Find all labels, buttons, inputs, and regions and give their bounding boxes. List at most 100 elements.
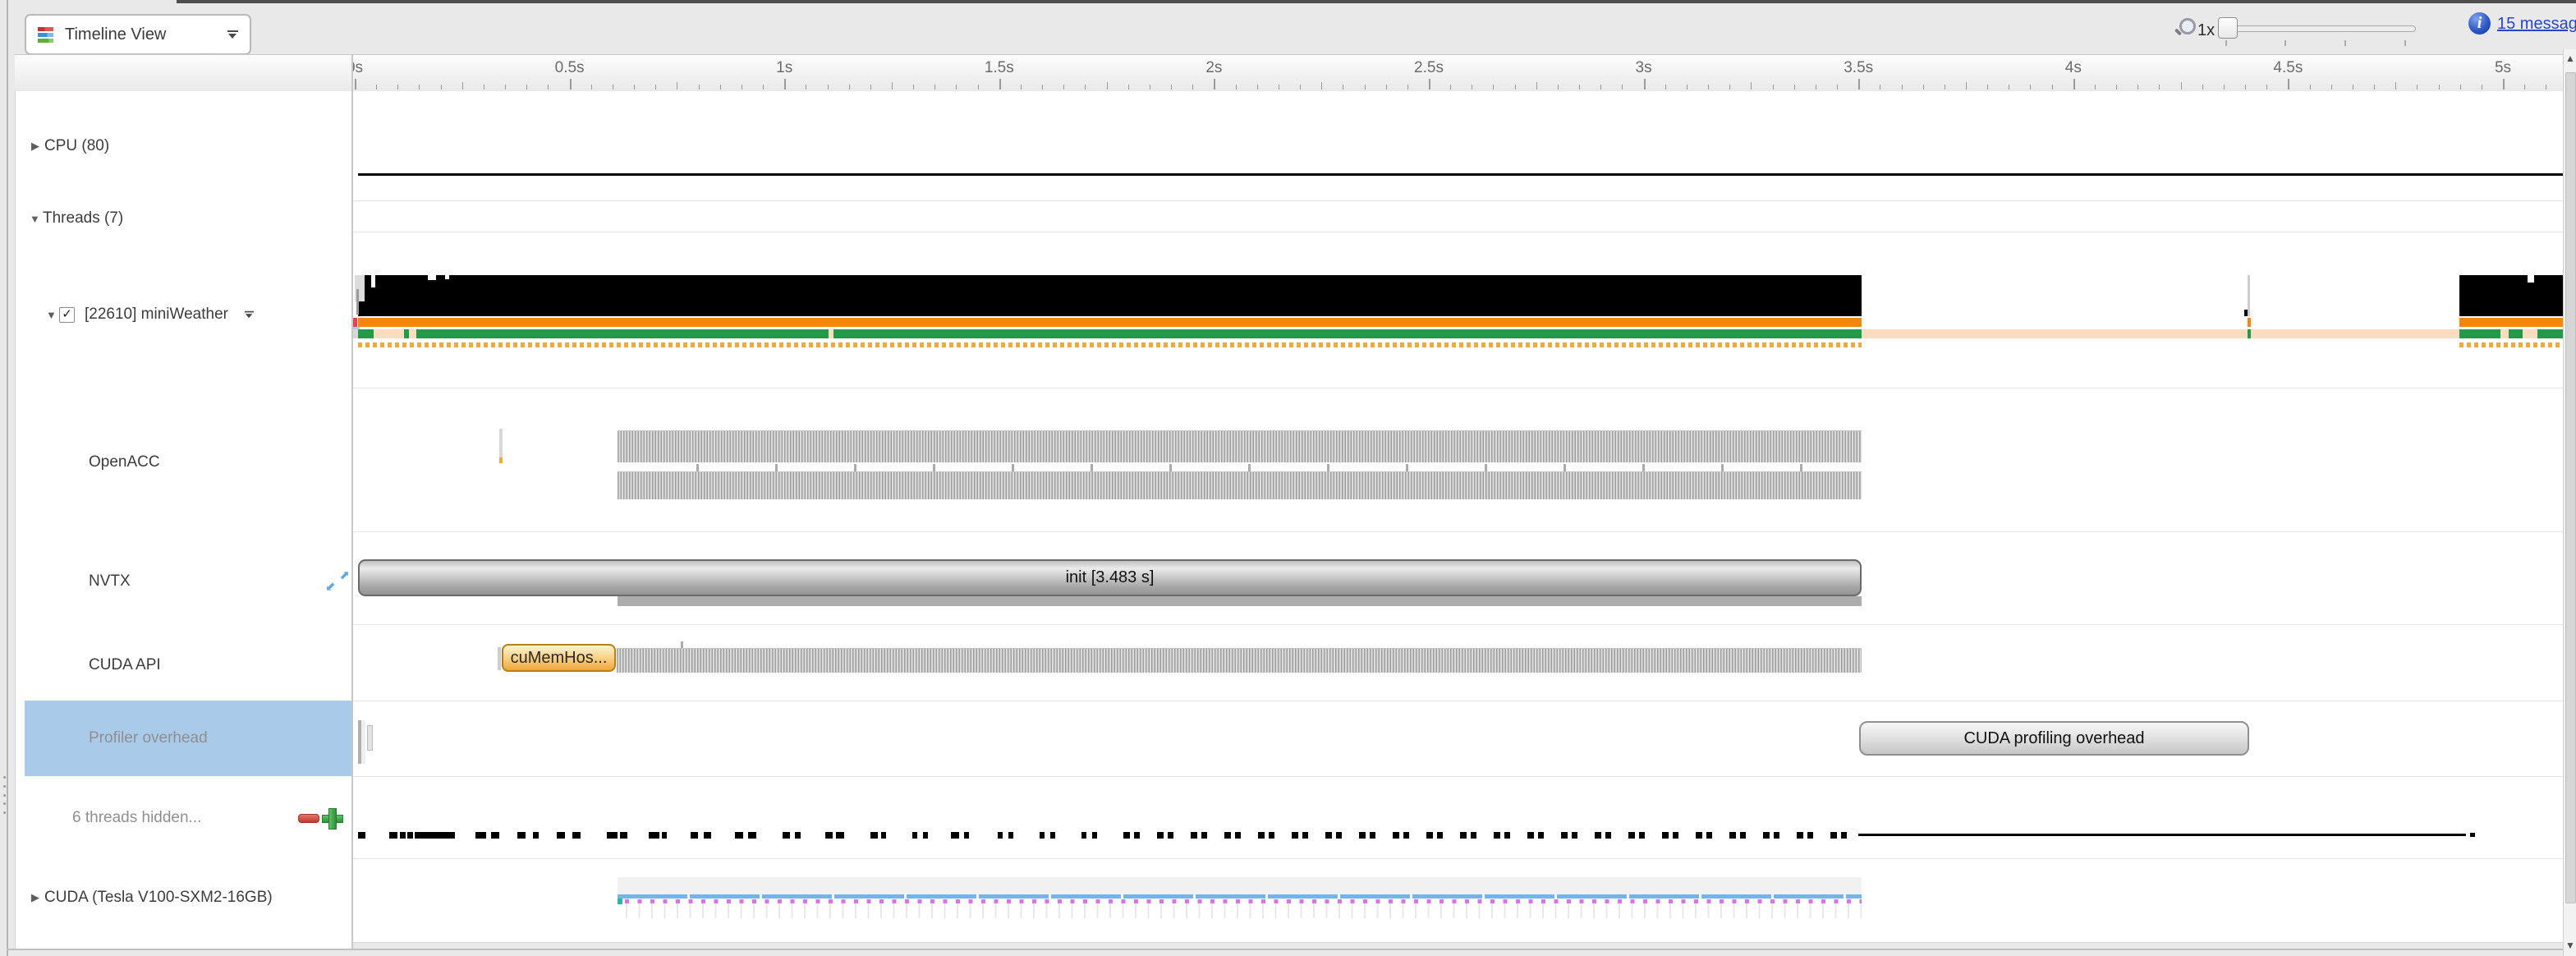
show-thread-icon[interactable] <box>322 808 343 830</box>
sidebar-item-nvtx[interactable]: NVTX <box>0 570 337 593</box>
openacc-spike <box>1327 464 1329 471</box>
ruler-time-label: 3s <box>1635 59 1652 76</box>
sidebar-item-label: NVTX <box>89 572 131 590</box>
openacc-spike <box>1012 464 1014 471</box>
ruler-tick <box>1063 85 1065 90</box>
os-runtime-bar-orange[interactable] <box>358 318 1862 327</box>
hidden-thread-dash <box>1673 832 1678 839</box>
sidebar-item-threads-hidden[interactable]: 6 threads hidden... <box>0 807 337 830</box>
cuda-gpu-kernel-dots[interactable] <box>625 899 1862 903</box>
thread-state-bar[interactable] <box>2459 275 2563 316</box>
openacc-spike <box>1721 464 1724 471</box>
sampling-gap-peach <box>409 329 416 338</box>
sidebar-item-openacc[interactable]: OpenACC <box>0 451 337 474</box>
chevron-down-icon[interactable] <box>244 310 255 319</box>
hidden-thread-dash <box>1269 832 1274 839</box>
sampling-bar-green[interactable] <box>2459 329 2563 338</box>
ruler-tick <box>440 85 442 90</box>
hidden-thread-dash <box>783 832 790 839</box>
cuda-api-cumem-bar[interactable]: cuMemHos... <box>502 644 616 672</box>
sampling-bar-green[interactable] <box>358 329 1862 338</box>
sampling-peach-band <box>1862 329 2459 338</box>
hidden-thread-dash <box>1403 832 1409 839</box>
zoom-slider-tick <box>2284 40 2286 46</box>
cuda-gpu-memory-line[interactable] <box>618 894 1862 899</box>
sidebar-item-cpu[interactable]: ▶ CPU (80) <box>0 135 337 158</box>
hidden-thread-dash <box>691 832 698 839</box>
sampling-tick-gray <box>353 329 358 338</box>
ruler-tick <box>2116 85 2118 90</box>
openacc-spike <box>1800 464 1802 471</box>
openacc-activity-band-top[interactable] <box>618 430 1862 462</box>
thread-state-bar[interactable] <box>358 275 1862 316</box>
ruler-tick <box>1557 85 1559 90</box>
ruler-tick <box>1171 85 1173 90</box>
thread-state-tick-black <box>2244 310 2248 316</box>
sampling-tick-green <box>2248 329 2251 338</box>
sidebar-item-profiler-overhead[interactable]: Profiler overhead <box>0 727 337 750</box>
zoom-slider-tick <box>2225 40 2227 46</box>
nvtx-sub-range-bar[interactable] <box>618 596 1862 606</box>
profiler-mini-bar <box>367 725 373 751</box>
hidden-thread-dash <box>1050 832 1055 839</box>
info-icon: i <box>2468 12 2491 34</box>
scrollbar-thumb[interactable] <box>2565 72 2576 903</box>
thread-state-notch <box>371 275 375 287</box>
timeline-sidebar <box>15 91 352 949</box>
timeline-ruler[interactable]: 0s 0.5s 1s 1.5s 2s 2.5s 3s 3.5s 4s 4.5s 5s <box>353 54 2563 90</box>
tree-expanded-icon[interactable]: ▼ <box>30 212 40 225</box>
thread-visibility-checkbox[interactable]: ✓ <box>59 306 75 323</box>
nvtx-range-bar[interactable]: init [3.483 s] <box>358 559 1862 596</box>
hidden-threads-dot <box>2470 833 2475 837</box>
os-runtime-bar-orange[interactable] <box>2459 318 2563 327</box>
hidden-thread-dash <box>1460 832 1467 839</box>
ruler-tick <box>1751 82 1752 90</box>
scroll-down-icon[interactable]: ▼ <box>2565 940 2575 951</box>
splitter-handle[interactable] <box>2 776 7 814</box>
sidebar-item-miniweather-thread[interactable]: ▼ ✓ [22610] miniWeather <box>0 303 337 326</box>
timeline-canvas[interactable]: init [3.483 s] cuMemHos... CUDA profiling … <box>353 91 2563 942</box>
sidebar-item-cuda-gpu[interactable]: ▶ CUDA (Tesla V100-SXM2-16GB) <box>0 886 337 909</box>
hide-thread-icon[interactable] <box>298 814 319 823</box>
ruler-tick <box>1665 85 1666 90</box>
hidden-thread-dash <box>400 832 406 839</box>
ruler-tick <box>376 85 378 90</box>
ruler-tick <box>1579 85 1581 90</box>
cuda-profiling-overhead-bar[interactable]: CUDA profiling overhead <box>1859 721 2249 756</box>
row-separator <box>353 531 2563 532</box>
chevron-down-icon <box>227 30 238 39</box>
tree-collapsed-icon[interactable]: ▶ <box>31 140 39 152</box>
ruler-tick <box>1407 85 1408 90</box>
hidden-thread-dash <box>1763 832 1770 839</box>
sidebar-item-threads[interactable]: ▼ Threads (7) <box>0 207 337 230</box>
hidden-thread-dash <box>1572 832 1577 839</box>
sampling-dashed-line <box>358 342 1862 347</box>
openacc-early-tick-orange <box>499 457 503 463</box>
zoom-slider-handle[interactable] <box>2218 17 2238 39</box>
tree-expanded-icon[interactable]: ▼ <box>46 308 57 321</box>
scroll-up-icon[interactable]: ▲ <box>2565 53 2575 64</box>
ruler-tick <box>2030 85 2032 90</box>
view-selector-label: Timeline View <box>65 25 167 44</box>
hidden-thread-dash <box>407 832 413 839</box>
cuda-api-activity-band[interactable] <box>617 648 1862 673</box>
sidebar-item-label: CPU (80) <box>44 137 110 154</box>
hidden-thread-dash <box>795 832 801 839</box>
panel-divider[interactable] <box>351 54 353 949</box>
hidden-thread-dash <box>1797 832 1803 839</box>
sidebar-item-cuda-api[interactable]: CUDA API <box>0 654 337 677</box>
view-selector-dropdown[interactable]: Timeline View <box>25 14 251 55</box>
openacc-activity-band-bottom[interactable] <box>618 471 1862 499</box>
ruler-tick <box>2159 85 2160 90</box>
ruler-tick <box>934 85 936 90</box>
messages-link[interactable]: 15 messages <box>2497 15 2576 33</box>
ruler-tick <box>2223 85 2225 90</box>
hidden-thread-dash <box>1595 832 1601 839</box>
zoom-slider-track[interactable] <box>2222 25 2416 32</box>
hidden-thread-dash <box>912 832 917 839</box>
ruler-tick <box>1020 85 1022 90</box>
expand-row-icon[interactable]: ⬈ ⬋ <box>325 568 350 594</box>
tree-collapsed-icon[interactable]: ▶ <box>31 891 39 903</box>
hidden-thread-dash <box>1302 832 1308 839</box>
